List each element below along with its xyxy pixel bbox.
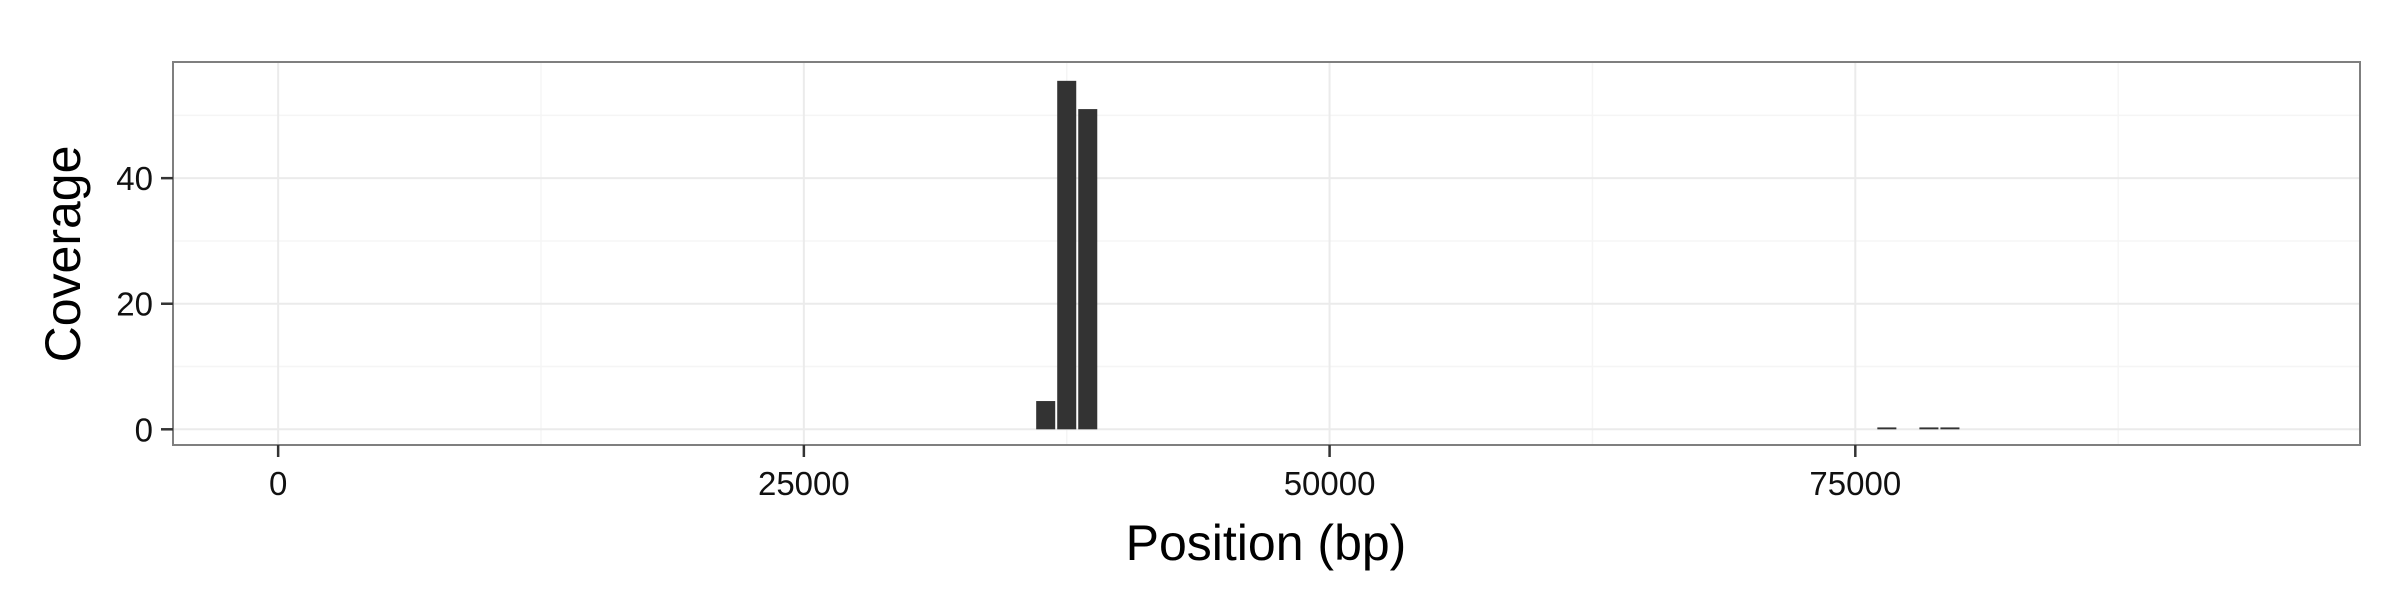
bar-0: [1036, 401, 1056, 430]
grid-lines: [173, 62, 2360, 445]
x-tick-label: 50000: [1284, 465, 1376, 502]
x-axis-title: Position (bp): [1126, 515, 1407, 571]
y-axis-title: Coverage: [35, 146, 91, 363]
y-tick-label: 20: [116, 286, 153, 323]
x-tick-label: 0: [269, 465, 287, 502]
bar-4: [1919, 427, 1939, 430]
y-tick-label: 0: [135, 411, 153, 448]
bar-3: [1877, 427, 1897, 430]
bar-5: [1940, 427, 1960, 430]
y-tick-label: 40: [116, 160, 153, 197]
bar-2: [1078, 109, 1098, 430]
plot-panel: [172, 61, 2361, 446]
axis-ticks: 0 25000 50000 75000 0 20 40: [116, 160, 1901, 502]
x-tick-label: 75000: [1809, 465, 1901, 502]
bar-1: [1057, 80, 1077, 430]
bars: [1036, 80, 1960, 430]
x-tick-label: 25000: [758, 465, 850, 502]
